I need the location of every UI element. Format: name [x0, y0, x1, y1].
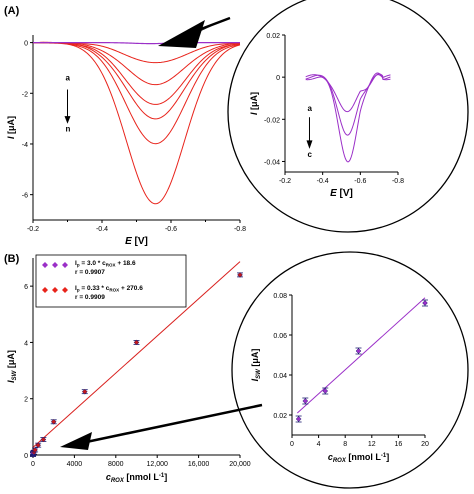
panel-b-inset-y-tick-label: 0.06	[273, 333, 287, 340]
panel-a-x-tick-label: -0.2	[27, 226, 39, 233]
panel-b-legend-equation: Ip = 0.33 * cROX + 270.6	[75, 285, 143, 293]
panel-b-inset-y-tick-label: 0.04	[273, 373, 287, 380]
panel-b-y-axis-title: ISW [μA]	[6, 350, 18, 383]
panel-a-annotation-start: a	[66, 74, 71, 83]
panel-a-inset-curve	[305, 74, 391, 136]
panel-b-x-tick-label: 4000	[67, 461, 83, 468]
panel-b-legend-r-value: r = 0.9909	[75, 294, 105, 301]
panel-a-x-tick-label: -0.4	[96, 226, 108, 233]
panel-b-x-tick-label: 20,000	[229, 461, 251, 468]
panel-a-inset-annotation-start: a	[307, 104, 312, 113]
panel-a-inset-chart: 0.02 0 -0.02 -0.04 -0.2 -0.4 -0.6 -0.8 I [μA] E […	[249, 33, 404, 199]
panel-a-inset-y-tick-label: 0.02	[266, 33, 280, 40]
panel-a-inset-curve	[305, 72, 391, 163]
panel-a-y-tick-label: 0	[24, 41, 28, 48]
panel-b-y-tick-label: 0	[24, 453, 28, 460]
panel-b-x-tick-label: 0	[31, 461, 35, 468]
panel-b-legend-r-value: r = 0.9907	[75, 269, 105, 276]
panel-b-inset-x-tick-label: 4	[317, 441, 321, 448]
panel-b-label: (B)	[4, 253, 20, 265]
panel-b-data-point	[133, 339, 140, 346]
panel-b-legend-marker	[62, 262, 68, 268]
panel-b-inset-fit-line	[296, 297, 426, 414]
panel-a-y-tick-label: -2	[22, 91, 28, 98]
panel-a-inset-y-axis-title: I [μA]	[249, 92, 259, 115]
panel-b-data-point	[50, 418, 57, 425]
panel-a-inset-x-axis-title: E [V]	[330, 188, 353, 199]
panel-b-inset-x-tick-label: 8	[343, 441, 347, 448]
panel-b-fit-line	[32, 261, 241, 448]
panel-b-inset-x-tick-label: 16	[395, 441, 403, 448]
panel-b-inset-x-tick-label: 20	[421, 441, 429, 448]
panel-a-inset-y-tick-label: -0.02	[264, 117, 280, 124]
panel-b-inset-x-tick-label: 0	[290, 441, 294, 448]
panel-b-inset-x-axis-title: cROX [nmol L-1]	[328, 452, 389, 464]
panel-a-annotation-arrowhead	[64, 116, 71, 124]
panel-b-main-chart: 0 2 4 6 0 4000 8000 12,000 16,000 20,000 ISW [μA] c…	[6, 254, 251, 484]
panel-b-legend-marker	[52, 287, 58, 293]
panel-a-x-tick-label: -0.8	[234, 226, 246, 233]
panel-a-label: (A)	[4, 5, 20, 17]
panel-b-data-point	[81, 388, 88, 395]
panel-a-inset-annotation-arrowhead	[306, 140, 313, 149]
panel-b-legend-marker	[62, 287, 68, 293]
panel-b-inset-circle	[231, 251, 469, 489]
panel-b-inset-y-tick-label: 0.02	[273, 413, 287, 420]
panel-b-legend-marker	[52, 262, 58, 268]
panel-a-y-tick-label: -4	[22, 142, 28, 149]
panel-b-legend-marker	[42, 287, 48, 293]
panel-b-x-axis-title: cROX [nmol L-1]	[106, 472, 167, 484]
panel-a-y-axis-title: I [μA]	[6, 116, 16, 139]
panel-b-y-tick-label: 6	[24, 284, 28, 291]
panel-b-inset-y-tick-label: 0.08	[273, 293, 287, 300]
panel-b-inset-data-point	[302, 398, 309, 404]
panel-b-inset-chart: 0.02 0.04 0.06 0.08 0 4 8 12 16 20 ISW [μA] cROX [n…	[250, 293, 429, 464]
panel-a-inset-annotation-end: c	[307, 150, 312, 159]
panel-a-inset-x-tick-label: -0.4	[317, 178, 329, 185]
panel-b-inset-data-point	[355, 348, 362, 354]
panel-b-y-tick-label: 2	[24, 397, 28, 404]
panel-a-inset-y-tick-label: 0	[276, 75, 280, 82]
panel-a-inset-x-tick-label: -0.2	[279, 178, 291, 185]
panel-a-annotation-end: n	[66, 124, 71, 133]
panel-a-x-tick-label: -0.6	[165, 226, 177, 233]
panel-a-curve	[32, 42, 241, 205]
panel-a-main-chart: 0 -2 -4 -6 -0.2 -0.4 -0.6 -0.8 I [μA] E [V] a n	[6, 35, 246, 247]
panel-b-inset-data-point	[422, 300, 428, 306]
panel-a-y-tick-label: -6	[22, 193, 28, 200]
panel-b-inset-data-point	[322, 388, 329, 394]
panel-b-data-point	[40, 436, 47, 443]
panel-b-data-point	[237, 272, 243, 278]
panel-b-pointer-line	[71, 403, 263, 447]
panel-b-inset-y-axis-title: ISW [μA]	[250, 349, 262, 382]
panel-b-y-tick-label: 4	[24, 340, 28, 347]
panel-a-inset-x-tick-label: -0.6	[354, 178, 366, 185]
panel-a-inset-circle	[227, 0, 469, 233]
panel-b-x-tick-label: 12,000	[146, 461, 168, 468]
panel-b-inset-x-tick-label: 12	[368, 441, 376, 448]
panel-a-pointer-wing	[158, 20, 205, 48]
panel-b-legend: Ip = 3.0 * cROX + 18.6r = 0.9907 Ip = 0.3…	[35, 254, 187, 308]
panel-a-curve	[32, 41, 241, 64]
panel-b-legend-marker	[42, 262, 48, 268]
panel-b-pointer-head	[60, 432, 92, 450]
panel-b-x-tick-label: 8000	[108, 461, 124, 468]
panel-b-x-tick-label: 16,000	[188, 461, 210, 468]
panel-b-data-point	[32, 447, 38, 453]
panel-b-data-point	[35, 442, 42, 449]
panel-b-legend-equation: Ip = 3.0 * cROX + 18.6	[75, 260, 136, 268]
panel-a-curve	[32, 42, 241, 86]
panel-a-inset-x-tick-label: -0.8	[392, 178, 404, 185]
panel-a-x-axis-title: E [V]	[125, 236, 148, 247]
panel-a-purple-curve	[33, 42, 240, 45]
panel-b-legend-box	[35, 254, 187, 308]
panel-a-inset-y-tick-label: -0.04	[264, 159, 280, 166]
panel-a-curve	[32, 42, 241, 120]
panel-b-inset-data-point	[295, 416, 302, 422]
